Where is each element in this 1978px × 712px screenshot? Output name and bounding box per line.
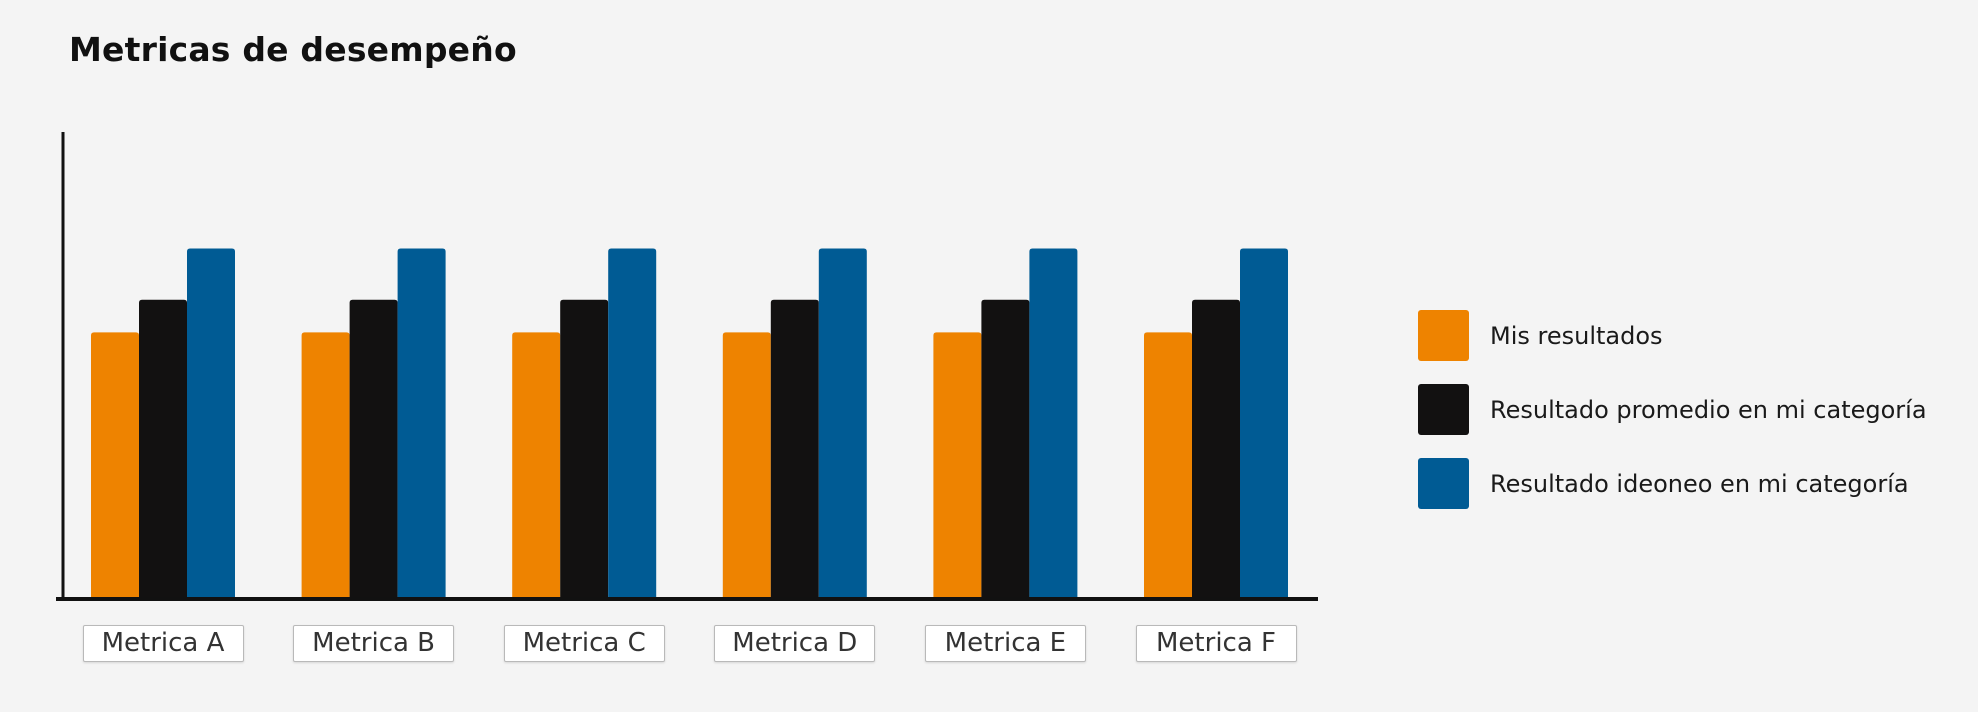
legend-label: Resultado ideoneo en mi categoría <box>1490 469 1909 498</box>
chart-title: Metricas de desempeño <box>69 30 517 69</box>
bar-metrica-f-series-3 <box>1240 248 1288 598</box>
bar-metrica-e-series-2 <box>981 299 1030 598</box>
bar-metrica-d-series-1 <box>722 332 771 598</box>
x-tick-label: Metrica F <box>1135 625 1297 662</box>
x-tick-label: Metrica B <box>293 625 455 662</box>
bar-metrica-b-series-2 <box>349 299 398 598</box>
legend: Mis resultados Resultado promedio en mi c… <box>1418 310 1927 532</box>
bar-metrica-e-series-3 <box>1029 248 1078 598</box>
bar-metrica-a-series-2 <box>139 299 187 598</box>
legend-swatch <box>1418 458 1469 509</box>
x-tick-label: Metrica E <box>924 625 1086 662</box>
legend-label: Resultado promedio en mi categoría <box>1490 395 1927 424</box>
legend-label: Mis resultados <box>1490 321 1663 350</box>
bar-metrica-d-series-2 <box>770 299 819 598</box>
bar-metrica-c-series-1 <box>512 332 561 598</box>
legend-swatch <box>1418 310 1469 361</box>
bar-metrica-f-series-2 <box>1192 299 1240 598</box>
legend-item: Mis resultados <box>1418 310 1927 361</box>
bar-metrica-f-series-1 <box>1144 332 1192 598</box>
bar-metrica-b-series-3 <box>397 248 446 598</box>
legend-item: Resultado promedio en mi categoría <box>1418 384 1927 435</box>
bar-metrica-c-series-3 <box>608 248 657 598</box>
bar-metrica-d-series-3 <box>818 248 867 598</box>
bar-metrica-a-series-1 <box>91 332 139 598</box>
x-tick-label: Metrica A <box>82 625 244 662</box>
bar-metrica-b-series-1 <box>301 332 350 598</box>
bar-metrica-c-series-2 <box>560 299 609 598</box>
bars-group <box>91 248 1288 598</box>
bar-metrica-a-series-3 <box>187 248 235 598</box>
legend-item: Resultado ideoneo en mi categoría <box>1418 458 1927 509</box>
x-tick-label: Metrica D <box>714 625 876 662</box>
legend-swatch <box>1418 384 1469 435</box>
x-tick-label: Metrica C <box>503 625 665 662</box>
bar-metrica-e-series-1 <box>933 332 982 598</box>
